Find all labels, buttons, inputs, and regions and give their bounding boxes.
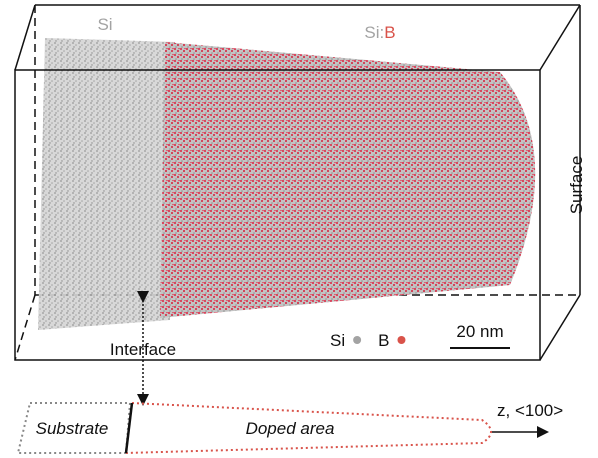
host-label: Si: <box>364 23 384 42</box>
scale-bar-label: 20 nm <box>456 322 503 341</box>
doped-label: Doped area <box>246 419 335 438</box>
box-back <box>34 4 581 296</box>
surface-label: Surface <box>567 156 586 215</box>
legend-swatch <box>397 336 406 344</box>
si-cloud <box>38 38 175 330</box>
axis-label: z, <100> <box>497 401 563 420</box>
legend-label: Si <box>330 331 345 350</box>
box-front <box>14 4 581 361</box>
interface-line <box>124 402 134 454</box>
sib-cloud <box>160 42 536 318</box>
substrate-label: Substrate <box>36 419 109 438</box>
region-label: Si <box>97 15 112 34</box>
dopant-label: B <box>384 23 395 42</box>
legend-label: B <box>378 331 389 350</box>
region-label: Si:B <box>364 23 395 42</box>
doped-shape <box>125 402 492 454</box>
legend-swatch <box>353 336 362 344</box>
legend: Si B <box>330 331 406 350</box>
